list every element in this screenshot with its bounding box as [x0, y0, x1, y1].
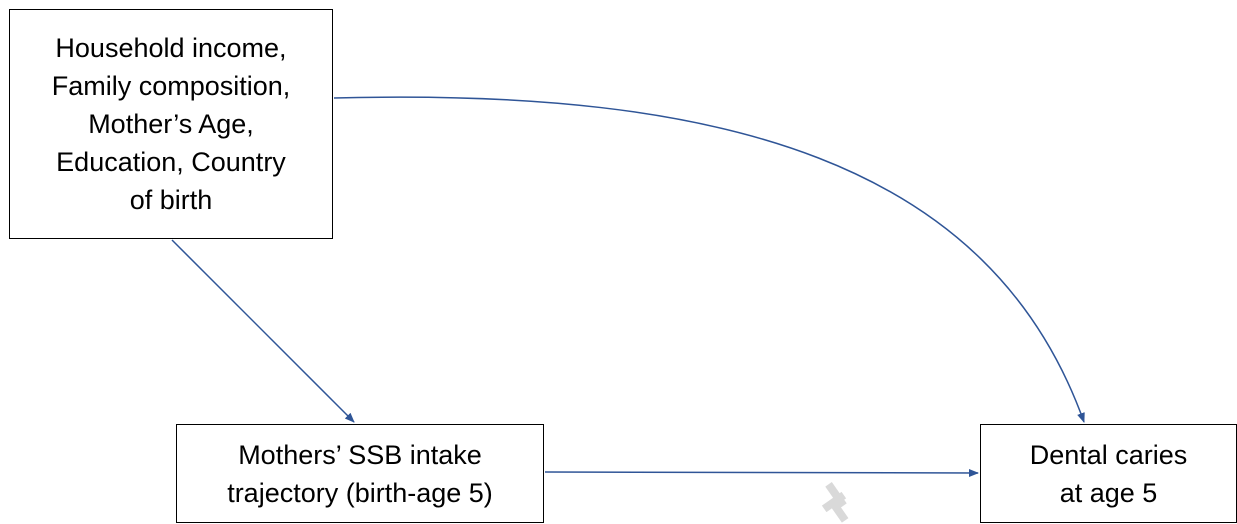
- arrow-exposure-to-outcome: [544, 468, 979, 477]
- confounders-label-line: Mother’s Age,: [88, 109, 254, 139]
- outcome-node: Dental caries at age 5: [980, 424, 1237, 523]
- exposure-node: Mothers’ SSB intake trajectory (birth-ag…: [176, 424, 544, 523]
- confounders-label-line: Family composition,: [51, 71, 291, 101]
- arrow-confounders-to-outcome: [333, 96, 1085, 423]
- outcome-label-line: at age 5: [1059, 477, 1158, 508]
- confounders-label-line: Household income,: [55, 33, 287, 63]
- arrow-confounders-to-exposure: [171, 239, 355, 423]
- exposure-label-line: trajectory (birth-age 5): [227, 477, 493, 508]
- confounders-label-line: of birth: [129, 185, 213, 215]
- confounders-node: Household income, Family composition, Mo…: [9, 9, 333, 239]
- watermark-mark-icon: [821, 482, 849, 523]
- confounders-label-line: Education, Country: [56, 147, 286, 177]
- outcome-label-line: Dental caries: [1029, 439, 1188, 470]
- exposure-label-line: Mothers’ SSB intake: [238, 439, 482, 470]
